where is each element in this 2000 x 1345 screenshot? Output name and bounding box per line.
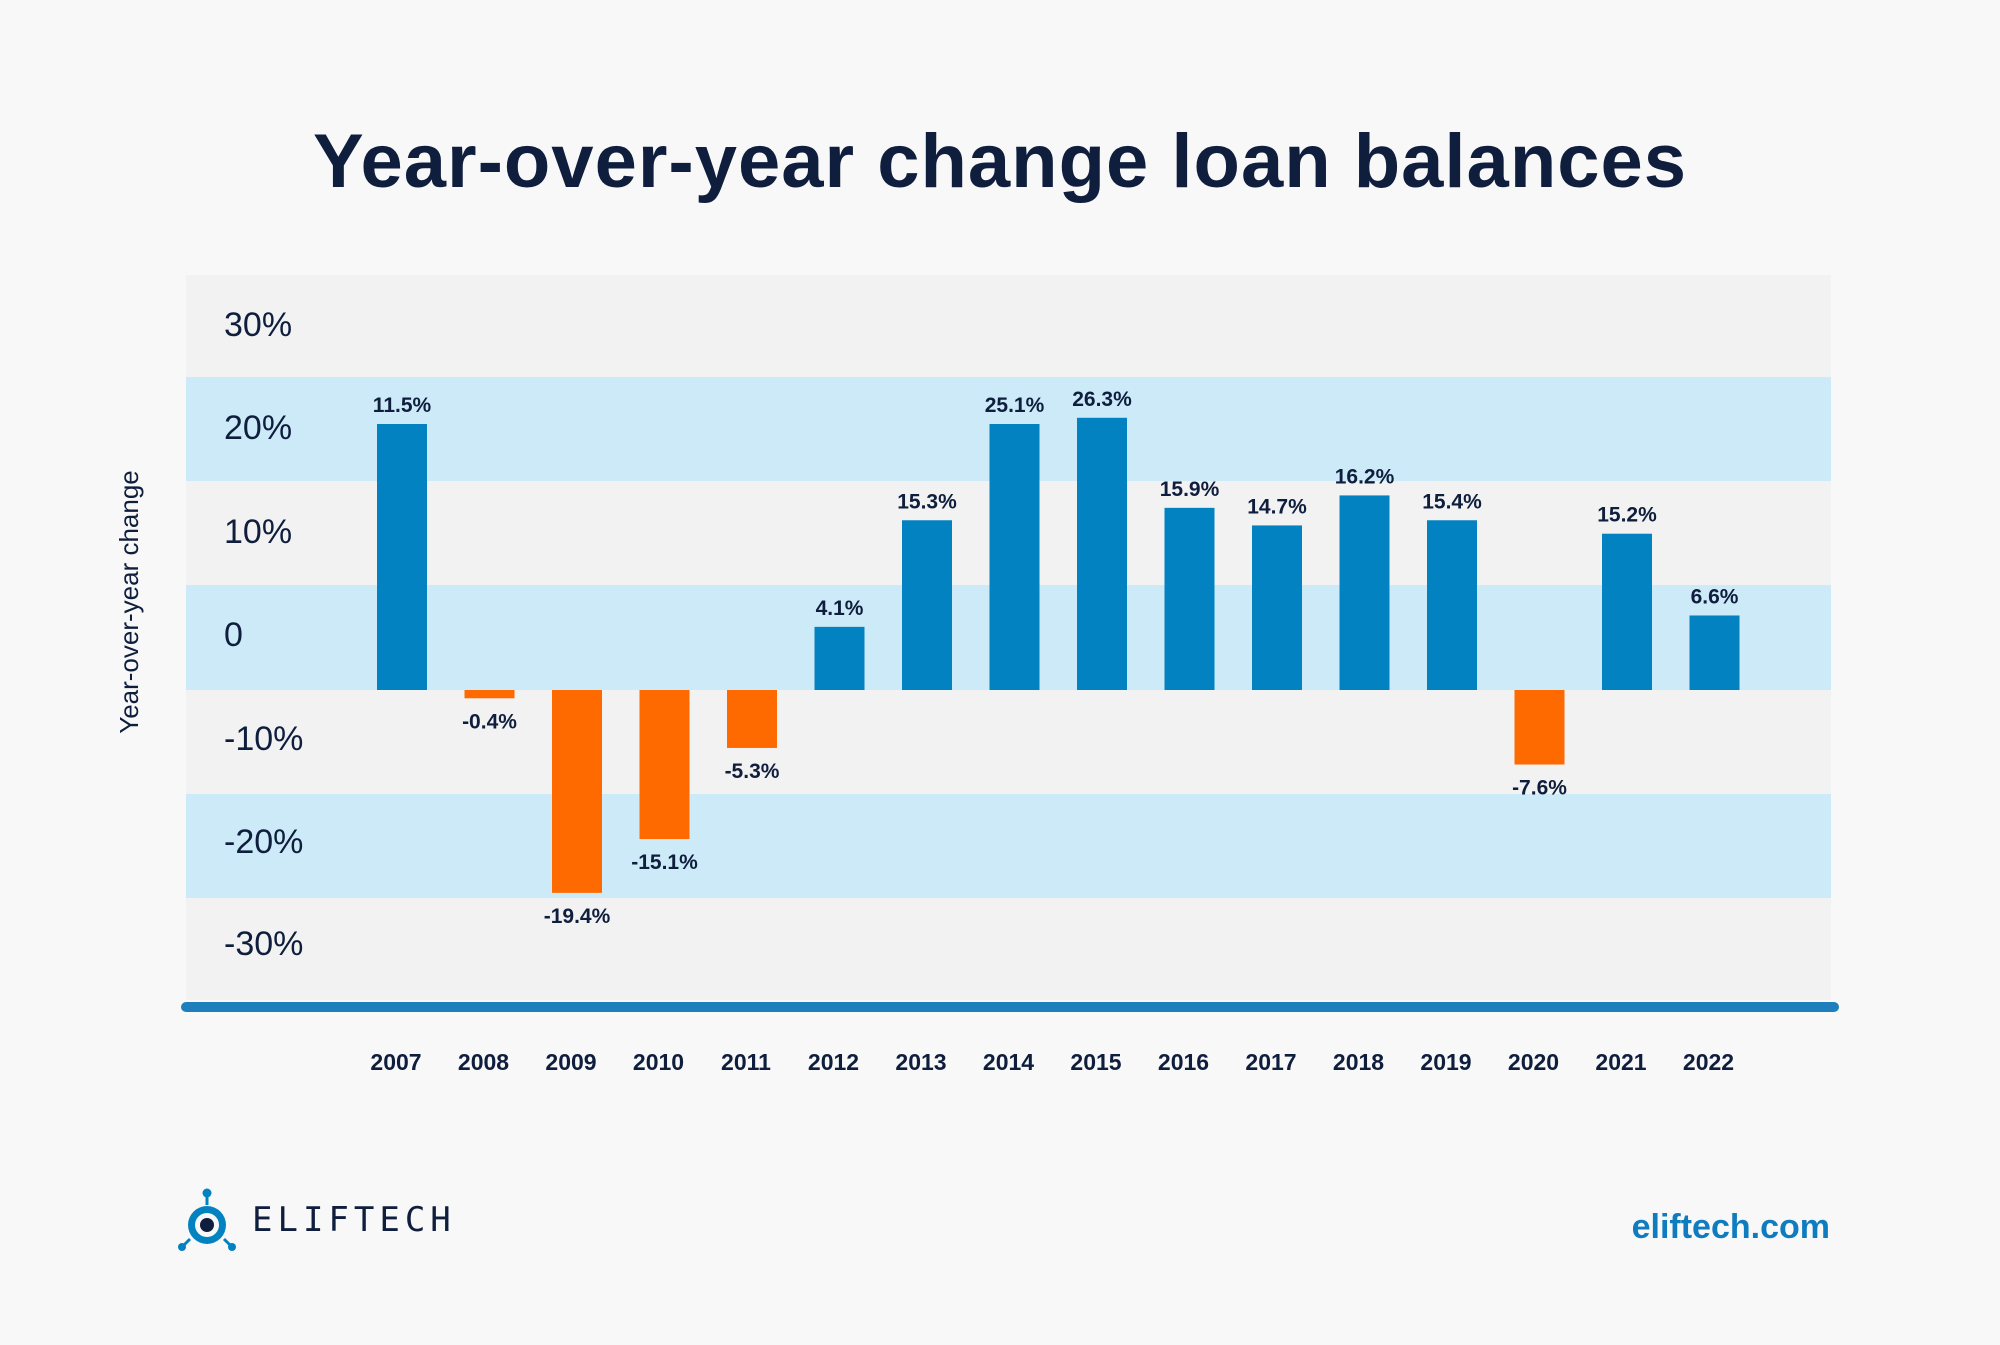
background-band (186, 794, 1831, 898)
bar-2009 (552, 690, 602, 893)
data-label: 11.5% (373, 394, 432, 417)
bar-2014 (989, 424, 1040, 690)
data-label: 15.3% (897, 490, 957, 513)
background-band (186, 275, 1831, 377)
brand-name: ELIFTECH (252, 1200, 456, 1240)
x-tick-label: 2012 (808, 1049, 859, 1075)
data-label: -19.4% (544, 905, 611, 928)
data-label: 15.4% (1422, 490, 1482, 513)
data-label: 26.3% (1072, 388, 1132, 411)
y-axis-label: Year-over-year change (114, 470, 144, 734)
chart-title: Year-over-year change loan balances (312, 119, 1688, 204)
x-tick-label: 2018 (1333, 1049, 1384, 1075)
y-axis-tick-labels: 30% 20% 10% 0 -10% -20% -30% (224, 306, 303, 963)
x-tick-label: 2007 (370, 1049, 421, 1075)
x-tick-label: 2010 (633, 1049, 684, 1075)
x-axis-tick-labels: 2007 2008 2009 2010 2011 2012 2013 2014 2015 2016… (370, 1049, 1734, 1075)
x-tick-label: 2022 (1683, 1049, 1734, 1075)
website-link[interactable]: eliftech.com (1631, 1208, 1830, 1246)
bar-2018 (1339, 495, 1390, 690)
x-tick-label: 2013 (895, 1049, 946, 1075)
bar-2021 (1602, 533, 1652, 690)
y-tick-label: 30% (224, 306, 292, 344)
x-tick-label: 2009 (545, 1049, 596, 1075)
x-tick-label: 2019 (1420, 1049, 1471, 1075)
y-tick-label: -20% (224, 823, 303, 861)
bar-2016 (1164, 507, 1215, 690)
x-tick-label: 2016 (1158, 1049, 1209, 1075)
bar-2020 (1514, 690, 1565, 765)
y-tick-label: -30% (224, 925, 303, 963)
bar-2015 (1077, 417, 1127, 690)
bar-2012 (814, 626, 865, 690)
data-label: 16.2% (1335, 465, 1395, 488)
y-tick-label: 0 (224, 616, 243, 654)
data-label: -15.1% (631, 851, 698, 874)
brand-logo: ELIFTECH (178, 1185, 456, 1255)
x-tick-label: 2008 (458, 1049, 509, 1075)
background-band (186, 690, 1831, 794)
bar-2013 (902, 520, 952, 690)
background-band (186, 898, 1831, 1000)
bar-2019 (1427, 520, 1477, 690)
x-tick-label: 2021 (1595, 1049, 1646, 1075)
data-label: 6.6% (1691, 585, 1739, 608)
x-tick-label: 2014 (983, 1049, 1034, 1075)
bar-2022 (1689, 615, 1740, 690)
y-tick-label: 20% (224, 409, 292, 447)
data-label: 15.9% (1160, 478, 1220, 501)
eliftech-logo-icon (178, 1188, 236, 1251)
bar-2017 (1252, 525, 1302, 690)
x-tick-label: 2015 (1070, 1049, 1121, 1075)
data-label: 25.1% (985, 394, 1045, 417)
data-label: -7.6% (1512, 777, 1567, 800)
bar-2011 (727, 690, 777, 748)
bar-2008 (464, 690, 515, 699)
x-tick-label: 2011 (721, 1049, 771, 1075)
data-label: -5.3% (725, 760, 780, 783)
data-label: -0.4% (462, 710, 517, 733)
y-tick-label: -10% (224, 720, 303, 758)
bar-2010 (639, 690, 690, 840)
bars (377, 417, 1740, 893)
data-label: 14.7% (1247, 495, 1307, 518)
x-tick-label: 2020 (1508, 1049, 1559, 1075)
x-tick-label: 2017 (1245, 1049, 1296, 1075)
y-tick-label: 10% (224, 513, 292, 551)
bar-2007 (377, 424, 427, 690)
data-label: 4.1% (816, 597, 864, 620)
data-labels: 11.5% -0.4% -19.4% -15.1% -5.3% 4.1% 15.3% 25.1… (373, 388, 1739, 928)
data-label: 15.2% (1597, 504, 1657, 527)
